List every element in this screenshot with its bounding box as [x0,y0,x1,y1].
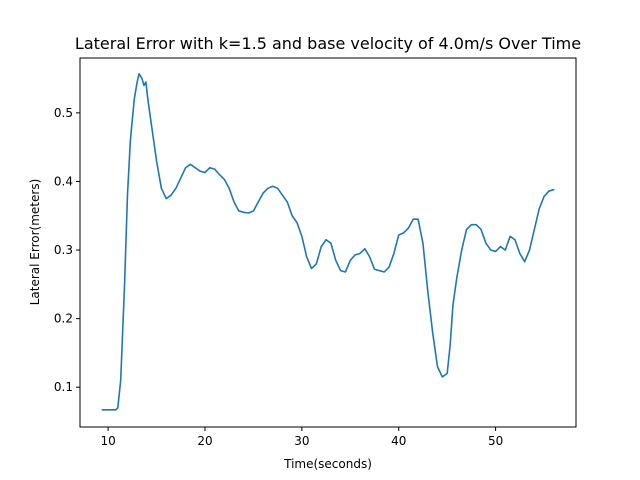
y-tick-label: 0.4 [54,174,73,188]
x-axis: 10 20 30 40 50 [100,427,503,448]
plot-area [79,57,577,428]
y-axis-label: Lateral Error(meters) [28,179,42,306]
plot-frame [79,57,577,428]
y-tick-label: 0.5 [54,106,73,120]
x-tick-label: 50 [488,434,503,448]
x-tick-label: 10 [100,434,115,448]
y-tick-label: 0.2 [54,312,73,326]
y-tick-label: 0.1 [54,380,73,394]
x-tick-label: 20 [197,434,212,448]
y-axis: 0.1 0.2 0.3 0.4 0.5 [54,106,80,394]
lateral-error-line [101,72,555,411]
y-tick-label: 0.3 [54,243,73,257]
x-axis-label: Time(seconds) [283,457,372,471]
chart-title: Lateral Error with k=1.5 and base veloci… [75,34,581,53]
x-tick-label: 30 [294,434,309,448]
x-tick-label: 40 [391,434,406,448]
